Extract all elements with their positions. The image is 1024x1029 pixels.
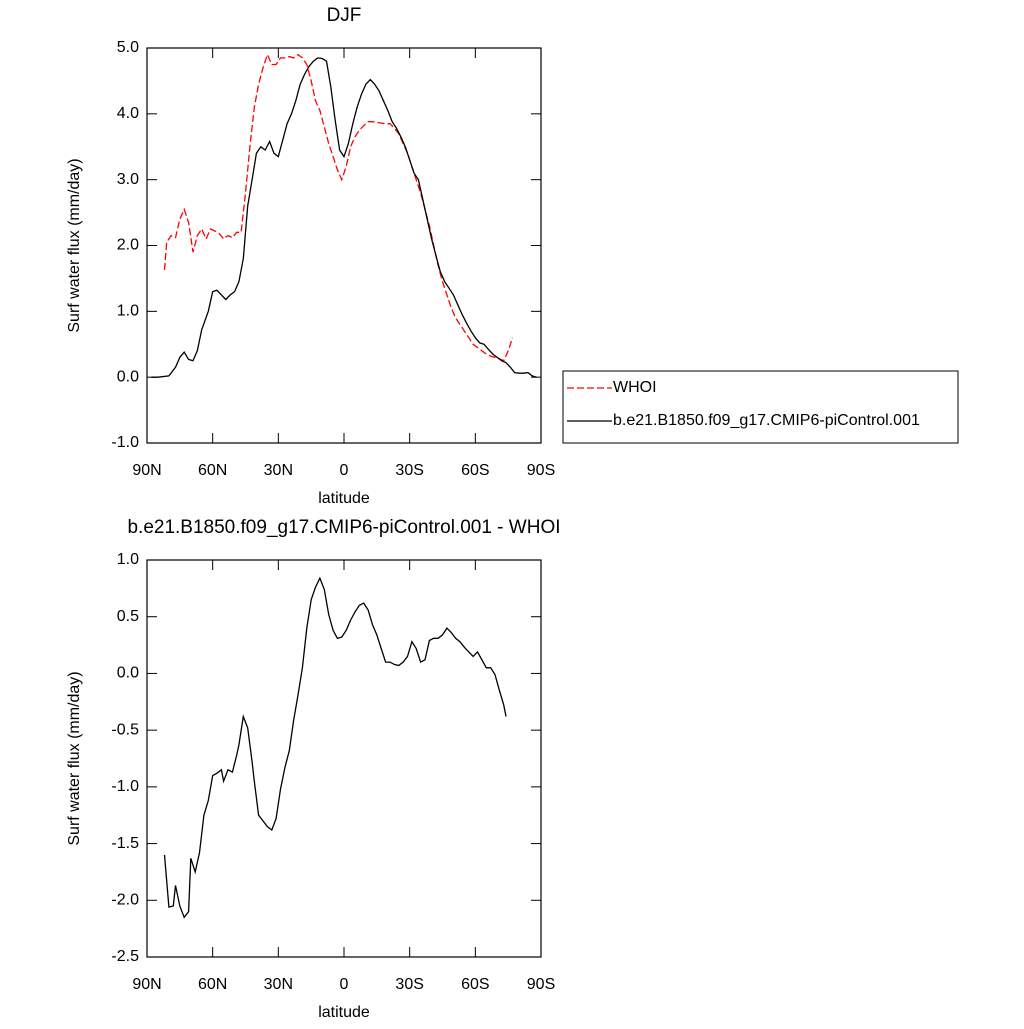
x-tick-label: 90S — [527, 462, 555, 479]
data-line — [163, 576, 507, 919]
x-tick-label: 90N — [132, 976, 161, 993]
plot-frame — [146, 47, 542, 444]
y-tick-label: -1.0 — [111, 778, 139, 795]
y-tick-label: -2.0 — [111, 892, 139, 909]
legend-box — [562, 370, 959, 444]
x-axis-label: latitude — [318, 1004, 370, 1021]
y-tick-label: -2.5 — [111, 948, 139, 965]
y-tick-label: -0.5 — [111, 721, 139, 738]
y-axis-label: Surf water flux (mm/day) — [66, 671, 83, 845]
y-tick-label: 1.0 — [117, 551, 139, 568]
y-tick-label: 5.0 — [117, 39, 139, 56]
y-tick-label: 4.0 — [117, 105, 139, 122]
x-tick-label: 60S — [461, 976, 489, 993]
x-tick-label: 0 — [340, 462, 349, 479]
x-axis-label: latitude — [318, 490, 370, 507]
y-tick-label: 0.0 — [117, 665, 139, 682]
y-tick-label: 3.0 — [117, 171, 139, 188]
legend-label: WHOI — [613, 379, 657, 396]
x-tick-label: 30S — [395, 976, 423, 993]
plot-frame — [146, 559, 542, 958]
data-line — [151, 57, 537, 378]
y-tick-label: -1.0 — [111, 434, 139, 451]
x-tick-label: 0 — [340, 976, 349, 993]
legend-label: b.e21.B1850.f09_g17.CMIP6-piControl.001 — [613, 412, 920, 429]
y-tick-label: 0.0 — [117, 368, 139, 385]
x-tick-label: 90S — [527, 976, 555, 993]
x-tick-label: 90N — [132, 462, 161, 479]
y-tick-label: 0.5 — [117, 608, 139, 625]
chart-title: DJF — [327, 5, 362, 26]
y-tick-label: 2.0 — [117, 237, 139, 254]
x-tick-label: 30S — [395, 462, 423, 479]
x-tick-label: 60N — [198, 462, 227, 479]
x-tick-label: 30N — [264, 462, 293, 479]
y-axis-label: Surf water flux (mm/day) — [66, 158, 83, 332]
x-tick-label: 60S — [461, 462, 489, 479]
y-tick-label: -1.5 — [111, 835, 139, 852]
x-tick-label: 60N — [198, 976, 227, 993]
y-tick-label: 1.0 — [117, 303, 139, 320]
chart-title: b.e21.B1850.f09_g17.CMIP6-piControl.001 … — [127, 517, 560, 538]
data-line — [163, 52, 514, 362]
x-tick-label: 30N — [264, 976, 293, 993]
